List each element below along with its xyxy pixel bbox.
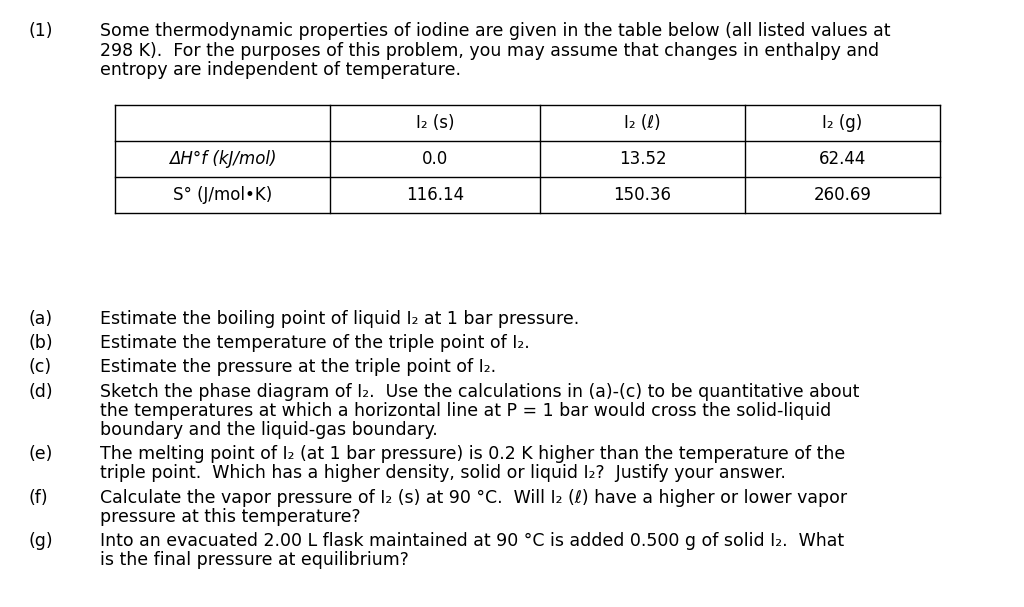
Text: 150.36: 150.36 bbox=[613, 186, 672, 204]
Text: I₂ (g): I₂ (g) bbox=[822, 114, 862, 132]
Text: entropy are independent of temperature.: entropy are independent of temperature. bbox=[100, 61, 461, 79]
Text: (d): (d) bbox=[28, 382, 52, 401]
Text: Some thermodynamic properties of iodine are given in the table below (all listed: Some thermodynamic properties of iodine … bbox=[100, 22, 891, 40]
Text: boundary and the liquid-gas boundary.: boundary and the liquid-gas boundary. bbox=[100, 421, 437, 439]
Text: 0.0: 0.0 bbox=[422, 150, 449, 168]
Text: I₂ (ℓ): I₂ (ℓ) bbox=[625, 114, 660, 132]
Text: Calculate the vapor pressure of I₂ (s) at 90 °C.  Will I₂ (ℓ) have a higher or l: Calculate the vapor pressure of I₂ (s) a… bbox=[100, 489, 847, 507]
Text: triple point.  Which has a higher density, solid or liquid I₂?  Justify your ans: triple point. Which has a higher density… bbox=[100, 464, 785, 483]
Text: Sketch the phase diagram of I₂.  Use the calculations in (a)-(c) to be quantitat: Sketch the phase diagram of I₂. Use the … bbox=[100, 382, 859, 401]
Text: (f): (f) bbox=[28, 489, 48, 507]
Text: (1): (1) bbox=[28, 22, 52, 40]
Text: Estimate the boiling point of liquid I₂ at 1 bar pressure.: Estimate the boiling point of liquid I₂ … bbox=[100, 310, 580, 328]
Text: S° (J/mol•K): S° (J/mol•K) bbox=[173, 186, 272, 204]
Text: (c): (c) bbox=[28, 358, 51, 376]
Text: ΔH°f (kJ/mol): ΔH°f (kJ/mol) bbox=[169, 150, 276, 168]
Text: I₂ (s): I₂ (s) bbox=[416, 114, 455, 132]
Text: 298 K).  For the purposes of this problem, you may assume that changes in enthal: 298 K). For the purposes of this problem… bbox=[100, 41, 880, 59]
Text: Estimate the pressure at the triple point of I₂.: Estimate the pressure at the triple poin… bbox=[100, 358, 496, 376]
Text: 116.14: 116.14 bbox=[406, 186, 464, 204]
Text: 260.69: 260.69 bbox=[813, 186, 871, 204]
Text: (b): (b) bbox=[28, 334, 52, 352]
Text: (g): (g) bbox=[28, 532, 52, 550]
Text: Estimate the temperature of the triple point of I₂.: Estimate the temperature of the triple p… bbox=[100, 334, 529, 352]
Text: the temperatures at which a horizontal line at P = 1 bar would cross the solid-l: the temperatures at which a horizontal l… bbox=[100, 402, 831, 420]
Text: The melting point of I₂ (at 1 bar pressure) is 0.2 K higher than the temperature: The melting point of I₂ (at 1 bar pressu… bbox=[100, 445, 845, 463]
Text: (a): (a) bbox=[28, 310, 52, 328]
Text: 62.44: 62.44 bbox=[819, 150, 866, 168]
Text: is the final pressure at equilibrium?: is the final pressure at equilibrium? bbox=[100, 551, 409, 569]
Text: Into an evacuated 2.00 L flask maintained at 90 °C is added 0.500 g of solid I₂.: Into an evacuated 2.00 L flask maintaine… bbox=[100, 532, 844, 550]
Text: pressure at this temperature?: pressure at this temperature? bbox=[100, 508, 360, 526]
Text: (e): (e) bbox=[28, 445, 52, 463]
Text: 13.52: 13.52 bbox=[618, 150, 667, 168]
